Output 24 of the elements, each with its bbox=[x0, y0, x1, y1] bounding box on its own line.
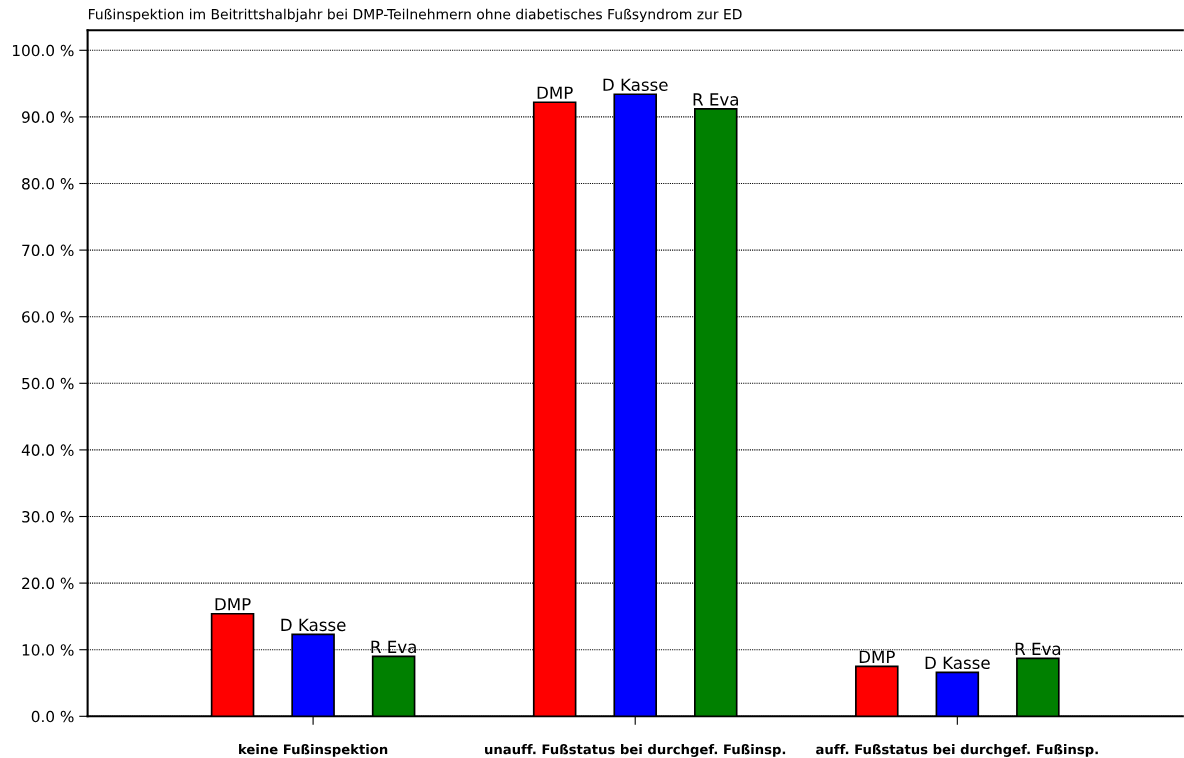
y-tick-label: 50.0 % bbox=[22, 377, 74, 390]
series-label: DMP bbox=[215, 598, 251, 611]
y-tick-label: 70.0 % bbox=[22, 244, 74, 257]
y-tick-label: 60.0 % bbox=[22, 311, 74, 323]
text: R Eva bbox=[1015, 642, 1061, 656]
chart-title: Fußinspektion im Beitrittshalbjahr bei DMP-Teilnehmern ohne diabetisches Fußsyndrom zur ED bbox=[88, 8, 742, 23]
y-tick-label: 40.0 % bbox=[21, 444, 74, 456]
text: DMP bbox=[859, 650, 895, 663]
x-tick-label: auff. Fußstatus bei durchgef. Fußinsp. bbox=[816, 744, 1098, 757]
y-tick-label: 90.0 % bbox=[21, 111, 74, 123]
y-tick-label: 0.0 % bbox=[31, 710, 74, 723]
y-tick-label: 20.0 % bbox=[22, 577, 74, 590]
y-tick-label: 30.0 % bbox=[22, 510, 74, 523]
y-tick-label: 80.0 % bbox=[22, 177, 74, 190]
text: D Kasse bbox=[281, 618, 346, 632]
x-tick-label: unauff. Fußstatus bei durchgef. Fußinsp. bbox=[485, 744, 786, 757]
y-tick-label: 10.0 % bbox=[22, 644, 74, 656]
text: D Kasse bbox=[603, 78, 668, 92]
x-tick-label: keine Fußinspektion bbox=[239, 744, 388, 757]
y-tick-label: 100.0 % bbox=[12, 44, 74, 57]
series-label: D Kasse bbox=[925, 656, 990, 670]
text: R Eva bbox=[371, 640, 416, 654]
series-label: R Eva bbox=[693, 93, 738, 106]
text: DMP bbox=[537, 86, 573, 99]
